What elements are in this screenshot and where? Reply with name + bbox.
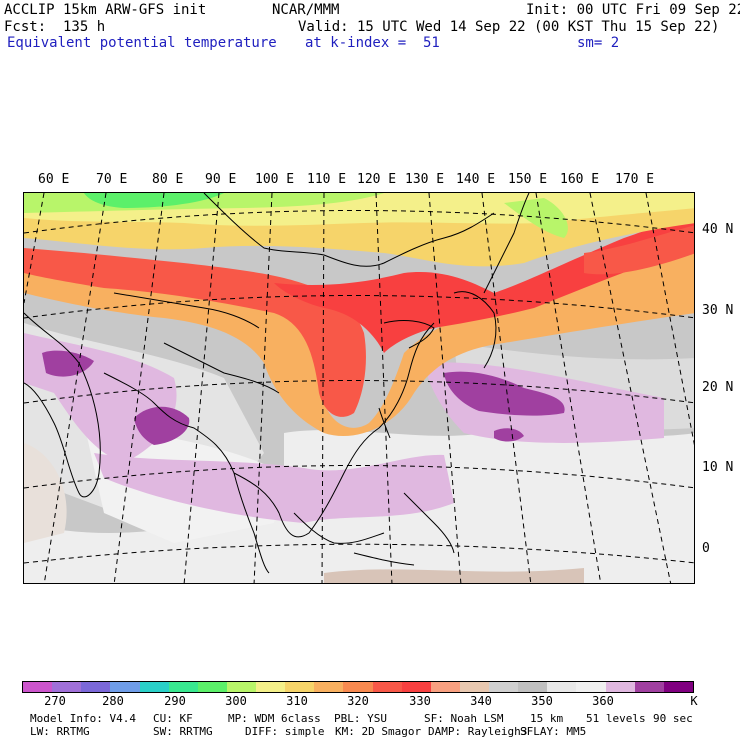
colorbar xyxy=(22,681,694,693)
colorbar-segment xyxy=(23,682,53,692)
longitude-label: 160 E xyxy=(560,172,600,187)
mid-latitude-band xyxy=(24,213,694,437)
footer-item: 51 levels xyxy=(586,712,646,725)
latitude-label: 20 N xyxy=(702,380,734,395)
footer-item: 15 km xyxy=(530,712,564,725)
colorbar-segment xyxy=(168,682,198,692)
colorbar-segment xyxy=(314,682,344,692)
colorbar-segment xyxy=(547,682,577,692)
footer-item: CU: KF xyxy=(153,712,193,725)
high-theta-e-areas xyxy=(24,333,664,523)
latitude-label: 0 xyxy=(702,541,710,556)
colorbar-tick-label: 320 xyxy=(347,694,369,708)
field-name: Equivalent potential temperature xyxy=(7,35,277,51)
footer-item: KM: 2D Smagor xyxy=(335,725,422,738)
colorbar-tick-label: 300 xyxy=(225,694,247,708)
longitude-label: 170 E xyxy=(615,172,655,187)
footer-item: SW: RRTMG xyxy=(153,725,213,738)
longitude-label: 110 E xyxy=(307,172,347,187)
init-time: Init: 00 UTC Fri 09 Sep 22 xyxy=(526,2,740,18)
footer-item: MP: WDM 6class xyxy=(228,712,321,725)
longitude-label: 60 E xyxy=(38,172,70,187)
model-title: ACCLIP 15km ARW-GFS init xyxy=(4,2,207,18)
colorbar-segment xyxy=(576,682,606,692)
colorbar-segment xyxy=(139,682,169,692)
colorbar-tick-label: K xyxy=(690,694,698,708)
footer-item: 90 sec xyxy=(653,712,693,725)
colorbar-tick-label: 330 xyxy=(409,694,431,708)
latitude-label: 30 N xyxy=(702,303,734,318)
footer-item: PBL: YSU xyxy=(334,712,387,725)
smoothing-label: sm= 2 xyxy=(577,35,620,51)
footer-item: Model Info: V4.4 xyxy=(30,712,136,725)
colorbar-segment xyxy=(459,682,489,692)
colorbar-segment xyxy=(518,682,548,692)
colorbar-segment xyxy=(489,682,519,692)
colorbar-segment xyxy=(110,682,140,692)
longitude-label: 80 E xyxy=(152,172,184,187)
colorbar-tick-label: 280 xyxy=(102,694,124,708)
colorbar-segment xyxy=(285,682,315,692)
latitude-label: 40 N xyxy=(702,222,734,237)
colorbar-segment xyxy=(226,682,256,692)
colorbar-segment xyxy=(81,682,111,692)
footer-item: DAMP: Rayleigh3 xyxy=(428,725,528,738)
longitude-label: 90 E xyxy=(205,172,237,187)
colorbar-segment xyxy=(52,682,82,692)
longitude-label: 100 E xyxy=(255,172,295,187)
colorbar-tick-label: 360 xyxy=(592,694,614,708)
model-level: at k-index = 51 xyxy=(305,35,440,51)
coastlines xyxy=(24,193,530,574)
colorbar-tick-label: 290 xyxy=(164,694,186,708)
colorbar-segment xyxy=(401,682,431,692)
colorbar-tick-label: 350 xyxy=(531,694,553,708)
colorbar-segment xyxy=(197,682,227,692)
latitude-label: 10 N xyxy=(702,460,734,475)
footer-item: SF: Noah LSM xyxy=(424,712,504,725)
colorbar-tick-label: 310 xyxy=(286,694,308,708)
colorbar-segment xyxy=(372,682,402,692)
footer-item: LW: RRTMG xyxy=(30,725,90,738)
colorbar-segment xyxy=(430,682,460,692)
forecast-hour: Fcst: 135 h xyxy=(4,19,106,35)
northern-band xyxy=(24,193,694,267)
footer-item: SFLAY: MM5 xyxy=(520,725,587,738)
theta-e-map xyxy=(23,192,695,584)
colorbar-tick-label: 340 xyxy=(470,694,492,708)
footer-item: DIFF: simple xyxy=(245,725,325,738)
institution-label: NCAR/MMM xyxy=(272,2,340,18)
longitude-label: 140 E xyxy=(456,172,496,187)
colorbar-segment xyxy=(256,682,286,692)
longitude-label: 130 E xyxy=(405,172,445,187)
valid-time: Valid: 15 UTC Wed 14 Sep 22 (00 KST Thu … xyxy=(298,19,720,35)
longitude-label: 120 E xyxy=(357,172,397,187)
colorbar-segment xyxy=(663,682,693,692)
colorbar-segment xyxy=(343,682,373,692)
longitude-label: 150 E xyxy=(508,172,548,187)
colorbar-segment xyxy=(634,682,664,692)
colorbar-segment xyxy=(605,682,635,692)
colorbar-tick-label: 270 xyxy=(44,694,66,708)
graticule xyxy=(24,193,694,583)
longitude-label: 70 E xyxy=(96,172,128,187)
